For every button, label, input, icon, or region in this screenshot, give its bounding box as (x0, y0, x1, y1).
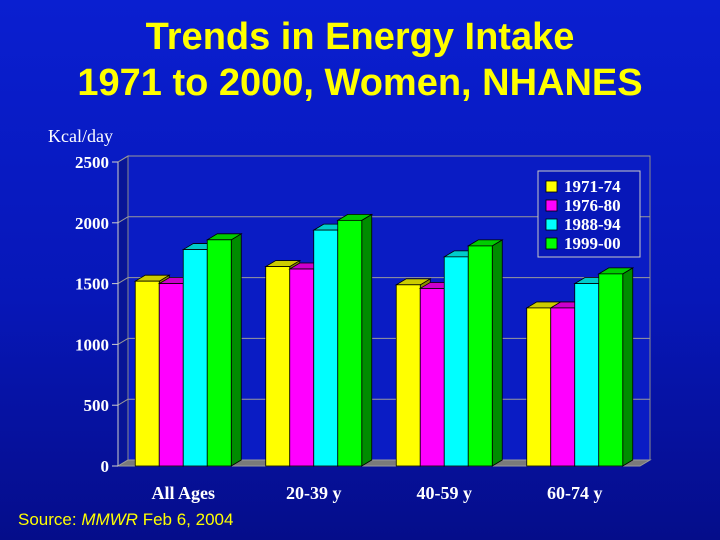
source-citation: Source: MMWR Feb 6, 2004 (18, 510, 233, 530)
bar-side (622, 267, 634, 467)
legend-label-1999-00: 1999-00 (564, 234, 621, 253)
x-category-label: 40-59 y (417, 483, 473, 503)
gridline-side-2000 (117, 216, 129, 224)
bar-front (598, 273, 624, 467)
bar-front (443, 256, 469, 467)
bar-front (313, 229, 339, 467)
bar-side (361, 213, 373, 467)
legend-swatch-1971-74 (545, 180, 558, 193)
y-tick-label: 2000 (75, 214, 109, 233)
bar-front (419, 288, 445, 467)
gridline-side-2500 (117, 155, 129, 163)
bar-20-39-y-1999-00 (336, 213, 374, 467)
bar-front (206, 239, 232, 467)
legend-label-1976-80: 1976-80 (564, 196, 621, 215)
bar-all-ages-1999-00 (205, 233, 243, 467)
source-date: Feb 6, 2004 (137, 510, 234, 529)
legend-swatch-1999-00 (545, 237, 558, 250)
bar-side (491, 239, 503, 467)
bar-40-59-y-1999-00 (466, 239, 504, 467)
x-category-label: 60-74 y (547, 483, 603, 503)
x-category-label: 20-39 y (286, 483, 342, 503)
bar-60-74-y-1999-00 (597, 267, 635, 467)
source-prefix: Source: (18, 510, 82, 529)
y-tick-label: 0 (101, 457, 110, 476)
gridline-side-500 (117, 398, 129, 406)
legend-swatch-1976-80 (545, 199, 558, 212)
bar-front (550, 307, 576, 467)
bar-front (134, 280, 160, 467)
bar-side (230, 233, 242, 467)
bar-front (265, 266, 291, 467)
bar-front (395, 284, 421, 467)
bar-front (526, 307, 552, 467)
y-tick-label: 1000 (75, 335, 109, 354)
title-line-1: Trends in Energy Intake (145, 16, 575, 58)
bar-front (574, 283, 600, 467)
x-category-label: All Ages (151, 483, 215, 503)
y-axis-label: Kcal/day (48, 126, 113, 146)
slide-title: Trends in Energy Intake 1971 to 2000, Wo… (0, 14, 720, 106)
legend-label-1971-74: 1971-74 (564, 177, 621, 196)
legend-label-1988-94: 1988-94 (564, 215, 621, 234)
legend-swatch-1988-94 (545, 218, 558, 231)
bar-front (467, 245, 493, 467)
title-line-2: 1971 to 2000, Women, NHANES (77, 62, 643, 104)
y-tick-label: 2500 (75, 153, 109, 172)
bar-front (158, 283, 184, 467)
y-tick-label: 500 (84, 396, 110, 415)
bar-front (337, 219, 363, 467)
y-tick-label: 1500 (75, 275, 109, 294)
gridline-side-1000 (117, 337, 129, 345)
source-journal: MMWR (81, 510, 138, 529)
gridline-side-1500 (117, 277, 129, 285)
bar-front (182, 249, 208, 467)
plot-side-wall (117, 155, 129, 467)
bar-front (289, 268, 315, 467)
